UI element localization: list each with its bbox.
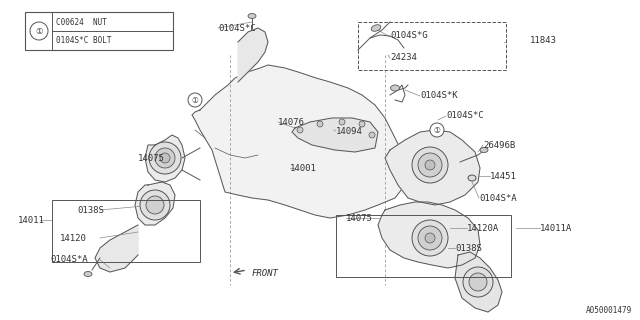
Polygon shape [135,182,175,225]
Text: 0104S*G: 0104S*G [390,30,428,39]
Circle shape [359,121,365,127]
Circle shape [425,160,435,170]
Circle shape [463,267,493,297]
Text: 0104S*A: 0104S*A [479,194,516,203]
Circle shape [469,273,487,291]
Text: 26496B: 26496B [483,140,515,149]
Circle shape [30,22,48,40]
Text: 0138S: 0138S [455,244,482,252]
Circle shape [155,148,175,168]
Text: 0104S*C: 0104S*C [218,23,255,33]
Text: 0104S*K: 0104S*K [420,91,458,100]
Ellipse shape [371,25,381,31]
Text: 14120: 14120 [60,234,87,243]
Text: ①: ① [35,27,43,36]
Polygon shape [385,130,480,205]
Circle shape [317,121,323,127]
Bar [52,200,200,262]
Ellipse shape [248,13,256,19]
Bar [336,215,511,277]
Circle shape [412,147,448,183]
Ellipse shape [390,85,399,91]
Text: ①: ① [433,125,440,134]
Text: 24234: 24234 [390,52,417,61]
Polygon shape [192,65,408,218]
Text: 0104S*C: 0104S*C [446,110,484,119]
Text: 14011: 14011 [18,215,45,225]
Ellipse shape [480,148,488,153]
Text: ①: ① [191,95,198,105]
Polygon shape [145,135,185,182]
Circle shape [188,93,202,107]
Circle shape [149,142,181,174]
Circle shape [160,153,170,163]
Text: 14451: 14451 [490,172,517,180]
Polygon shape [292,118,378,152]
Text: 11843: 11843 [530,36,557,44]
Text: C00624  NUT: C00624 NUT [56,18,107,27]
Text: 0104S*A: 0104S*A [50,255,88,265]
Text: 14076: 14076 [278,117,305,126]
Ellipse shape [84,271,92,276]
Text: A050001479: A050001479 [586,306,632,315]
Text: 14011A: 14011A [540,223,572,233]
Circle shape [339,119,345,125]
Circle shape [140,190,170,220]
Text: FRONT: FRONT [252,268,279,277]
Text: 14094: 14094 [336,126,363,135]
Text: 14075: 14075 [138,154,165,163]
Text: 0138S: 0138S [77,205,104,214]
Polygon shape [95,225,138,272]
Circle shape [297,127,303,133]
Polygon shape [455,252,502,312]
Text: 14075: 14075 [346,213,373,222]
Text: 14120A: 14120A [467,223,499,233]
Text: 0104S*C BOLT: 0104S*C BOLT [56,36,111,44]
Circle shape [418,226,442,250]
Circle shape [425,233,435,243]
Text: 14001: 14001 [290,164,317,172]
Circle shape [412,220,448,256]
Polygon shape [238,28,268,82]
Ellipse shape [468,175,476,181]
Circle shape [418,153,442,177]
Circle shape [146,196,164,214]
Bar [358,22,506,70]
Bar [25,12,173,50]
Circle shape [369,132,375,138]
Polygon shape [378,202,480,268]
Circle shape [430,123,444,137]
